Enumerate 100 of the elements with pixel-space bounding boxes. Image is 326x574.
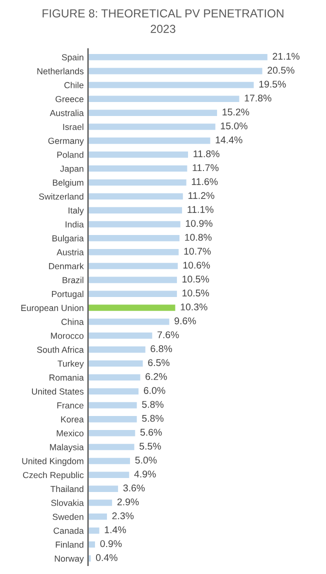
y-tick-label: India (66, 221, 84, 228)
y-tick-label: South Africa (37, 346, 84, 353)
bar (88, 526, 101, 536)
bar (88, 317, 171, 326)
data-label: 6.5% (148, 359, 170, 366)
y-tick-label: Sweden (52, 513, 84, 520)
y-tick-label: European Union (21, 304, 84, 313)
data-label: 19.5% (259, 80, 286, 88)
bar (88, 150, 190, 160)
data-label: 9.6% (174, 317, 196, 324)
y-tick-label: Morocco (51, 332, 84, 339)
y-tick-label: Poland (57, 151, 84, 158)
bar (88, 372, 142, 382)
y-tick-label: Czech Republic (23, 472, 84, 480)
y-tick-label: China (61, 318, 84, 325)
data-label: 1.4% (104, 526, 126, 534)
y-tick-label: Chile (64, 82, 84, 88)
bar (88, 178, 188, 187)
bar (88, 248, 180, 257)
data-label: 3.6% (123, 484, 145, 492)
bar (88, 386, 140, 396)
bar (88, 414, 138, 424)
data-label: 15.2% (222, 108, 250, 116)
y-tick-label: United Kingdom (22, 458, 84, 466)
bar (88, 400, 138, 410)
data-label: 5.0% (135, 456, 157, 464)
bar (88, 94, 241, 104)
bar (88, 108, 218, 118)
data-label: 10.5% (182, 290, 210, 296)
bar (88, 164, 189, 174)
data-label: 21.1% (272, 52, 300, 60)
data-label: 11.7% (192, 164, 219, 172)
bar (88, 275, 178, 284)
y-tick-label: Japan (60, 166, 84, 174)
data-label: 10.7% (184, 248, 211, 255)
y-tick-label: Finland (56, 541, 84, 548)
y-tick-label: Thailand (50, 486, 84, 492)
y-tick-label: Austria (56, 248, 84, 256)
bar (88, 206, 184, 215)
data-label: 10.3% (180, 304, 208, 310)
y-tick-label: Brazil (62, 276, 84, 284)
data-label: 5.6% (140, 428, 162, 436)
data-label: 10.5% (182, 276, 210, 283)
y-tick-label: Germany (48, 138, 84, 146)
y-tick-label: Australia (50, 110, 84, 116)
data-label: 11.8% (194, 150, 220, 158)
y-tick-label: Spain (62, 54, 84, 62)
y-tick-label: Portugal (52, 290, 84, 299)
data-label: 0.9% (100, 540, 122, 548)
y-tick-label: Mexico (56, 430, 84, 436)
y-tick-label: United States (32, 388, 84, 395)
y-tick-label: Korea (61, 416, 84, 422)
bar (88, 358, 144, 368)
y-tick-label: Switzerland (39, 193, 84, 200)
bar (88, 261, 180, 271)
y-tick-label: Canada (54, 527, 84, 534)
data-label: 15.0% (220, 122, 248, 130)
data-label: 4.9% (134, 470, 156, 478)
y-tick-label: Bulgaria (52, 234, 84, 244)
bar (88, 428, 137, 438)
bar (88, 331, 154, 340)
y-tick-label: Denmark (49, 262, 84, 270)
data-label: 10.9% (186, 220, 212, 227)
y-tick-label: Netherlands (37, 68, 84, 74)
bar (88, 122, 217, 132)
y-tick-label: France (57, 402, 84, 409)
data-label: 2.3% (112, 512, 134, 520)
y-tick-label: Romania (50, 374, 84, 381)
y-tick-label: Israel (63, 124, 84, 130)
bar (88, 456, 132, 466)
data-label: 11.6% (192, 178, 218, 186)
data-label: 5.8% (142, 400, 164, 408)
data-label: 0.4% (96, 554, 118, 562)
bar (88, 66, 264, 76)
bar (88, 234, 181, 243)
bar (88, 540, 96, 550)
data-label: 5.8% (142, 414, 164, 422)
data-label: 11.1% (188, 206, 214, 213)
data-label: 20.5% (268, 66, 294, 74)
data-label: 17.8% (244, 94, 272, 102)
y-tick-label: Slovakia (51, 500, 84, 506)
data-label: 10.6% (183, 262, 210, 269)
data-label: 5.5% (140, 442, 161, 450)
data-label: 2.9% (117, 498, 139, 506)
bar (88, 136, 212, 146)
bar (88, 192, 184, 201)
bar (88, 80, 256, 90)
bar (88, 512, 108, 522)
y-tick-label: Belgium (52, 179, 84, 188)
y-tick-label: Italy (68, 207, 84, 216)
data-label: 14.4% (216, 136, 242, 144)
chart-subtitle: 2023 (150, 24, 176, 33)
chart-title: FIGURE 8: THEORETICAL PV PENETRATION (42, 9, 284, 18)
y-tick-label: Norway (54, 556, 84, 564)
data-label: 11.2% (188, 192, 214, 199)
y-tick-label: Malaysia (50, 444, 84, 452)
bar (88, 289, 178, 298)
bar (88, 220, 182, 229)
bar (88, 470, 131, 480)
bar (88, 345, 147, 354)
